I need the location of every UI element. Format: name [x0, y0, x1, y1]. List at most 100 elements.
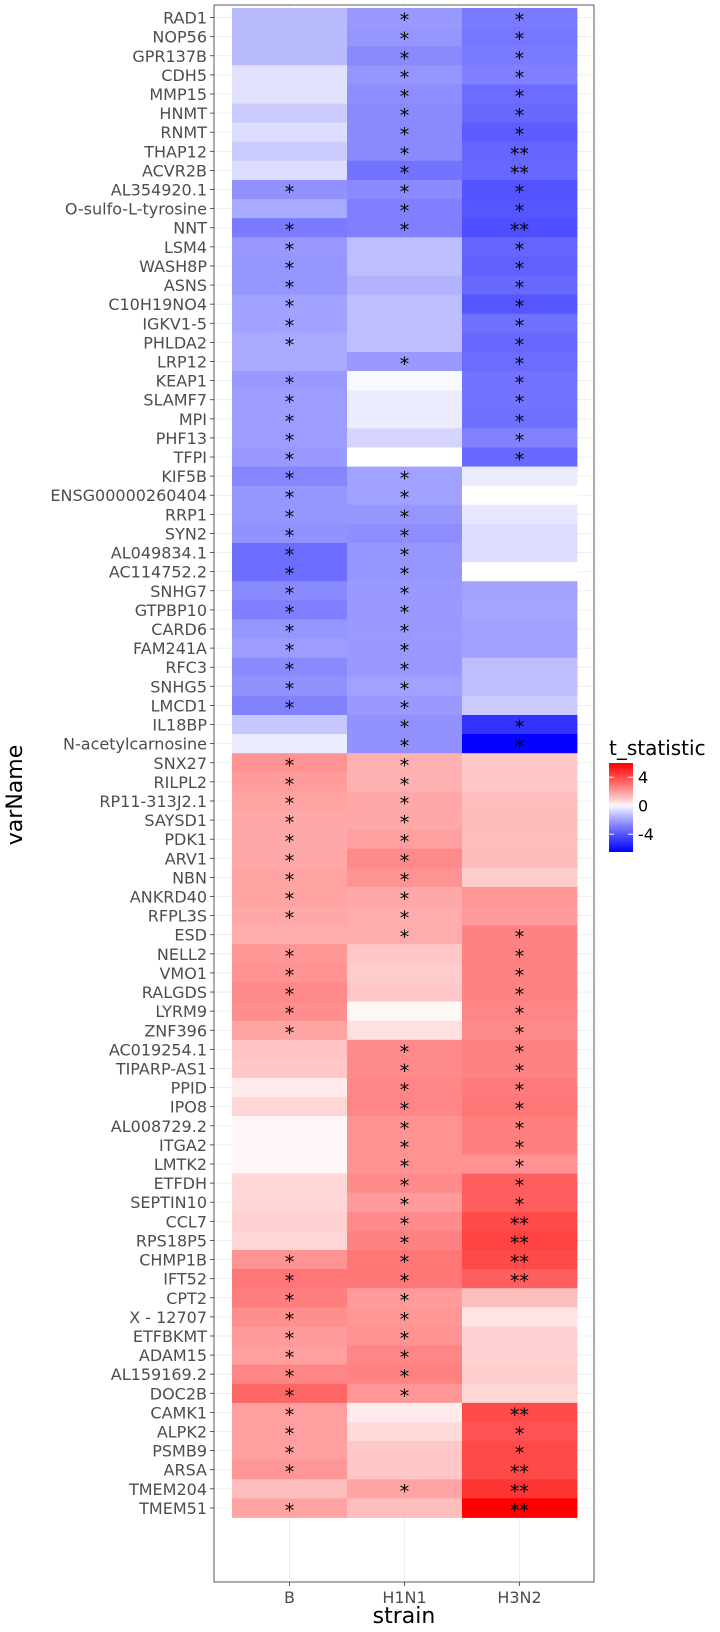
significance-mark: * — [515, 1118, 525, 1140]
heatmap-cell — [232, 409, 348, 429]
heatmap-cell — [232, 122, 348, 143]
heatmap-cell — [462, 160, 578, 181]
heatmap-cell — [347, 714, 463, 735]
significance-mark: * — [285, 392, 295, 414]
heatmap-cell — [347, 829, 463, 850]
significance-mark: * — [400, 1080, 410, 1102]
significance-mark: * — [515, 1194, 525, 1216]
heatmap-cell — [347, 332, 463, 353]
significance-mark: ** — [510, 162, 529, 184]
significance-mark: * — [400, 717, 410, 739]
significance-mark: * — [285, 1271, 295, 1293]
heatmap-cell — [462, 829, 578, 850]
heatmap-cell — [347, 160, 463, 181]
heatmap-cell — [232, 46, 348, 66]
y-tick-label: PHF13 — [156, 429, 207, 448]
panel-border — [213, 4, 595, 1583]
significance-mark: * — [400, 29, 410, 51]
heatmap-cell — [232, 695, 348, 716]
heatmap-cell — [462, 199, 578, 219]
heatmap-cell — [347, 1288, 463, 1308]
significance-mark: * — [400, 1194, 410, 1216]
significance-mark: * — [285, 430, 295, 452]
heatmap-cell — [462, 944, 578, 964]
significance-mark: * — [515, 1099, 525, 1121]
significance-mark: ** — [510, 1213, 529, 1235]
heatmap-cell — [347, 982, 463, 1002]
heatmap-cell — [347, 676, 463, 697]
significance-mark: * — [515, 1060, 525, 1082]
heatmap-cell — [232, 428, 348, 448]
y-tick-label: AC114752.2 — [109, 563, 207, 582]
y-tick-label: CAMK1 — [150, 1403, 207, 1422]
y-tick-label: CDH5 — [161, 66, 207, 85]
significance-mark: * — [515, 277, 525, 299]
heatmap-cell — [347, 447, 463, 467]
heatmap-cell — [232, 1307, 348, 1327]
significance-mark: * — [400, 468, 410, 490]
significance-mark: * — [285, 1347, 295, 1369]
y-tick-label: VMO1 — [159, 964, 207, 983]
heatmap-cell — [462, 1135, 578, 1155]
heatmap-cell — [462, 1402, 578, 1423]
significance-mark: * — [400, 640, 410, 662]
heatmap-cell — [347, 294, 463, 315]
y-tick-label: CARD6 — [151, 620, 207, 639]
significance-mark: * — [285, 812, 295, 834]
y-tick-label: ANKRD40 — [130, 888, 207, 907]
heatmap-cell — [462, 1020, 578, 1041]
heatmap-cell — [347, 504, 463, 525]
significance-mark: * — [285, 678, 295, 700]
heatmap-cell — [347, 562, 463, 582]
heatmap-cell — [462, 1001, 578, 1022]
significance-mark: * — [515, 1022, 525, 1044]
significance-mark: * — [285, 640, 295, 662]
heatmap-cell — [347, 657, 463, 678]
y-tick-label: ESD — [174, 926, 207, 945]
significance-mark: * — [285, 984, 295, 1006]
heatmap-cell — [462, 963, 578, 983]
heatmap-cell — [462, 1249, 578, 1270]
heatmap-cell — [347, 944, 463, 964]
significance-mark: * — [515, 258, 525, 280]
significance-mark: * — [400, 1041, 410, 1063]
heatmap-cell — [462, 351, 578, 372]
significance-mark: * — [400, 1137, 410, 1159]
significance-mark: * — [515, 10, 525, 32]
significance-mark: * — [400, 105, 410, 127]
heatmap-cell — [347, 600, 463, 620]
heatmap-cell — [462, 1211, 578, 1232]
y-tick-label: KIF5B — [161, 467, 207, 486]
heatmap-cell — [347, 428, 463, 448]
heatmap-cell — [232, 848, 348, 869]
significance-mark: * — [400, 1232, 410, 1254]
y-tick-label: ETFDH — [154, 1174, 207, 1193]
significance-mark: * — [285, 850, 295, 872]
heatmap-cell — [347, 1078, 463, 1098]
significance-mark: * — [400, 545, 410, 567]
heatmap-cell — [347, 27, 463, 47]
significance-mark: * — [515, 1080, 525, 1102]
significance-mark: * — [285, 659, 295, 681]
y-tick-label: ENSG00000260404 — [50, 486, 207, 505]
y-tick-label: ADAM15 — [139, 1346, 207, 1365]
heatmap-cell — [347, 103, 463, 124]
heatmap-cell — [462, 237, 578, 257]
significance-mark: * — [400, 162, 410, 184]
heatmap-cell — [232, 313, 348, 334]
significance-mark: * — [285, 1500, 295, 1522]
heatmap-cell — [232, 351, 348, 372]
y-tick-label: WASH8P — [139, 257, 207, 276]
significance-mark: * — [400, 831, 410, 853]
legend-title: t_statistic — [609, 736, 706, 760]
y-tick-label: ITGA2 — [159, 1136, 207, 1155]
y-tick-label: SEPTIN10 — [130, 1193, 207, 1212]
significance-mark: * — [400, 621, 410, 643]
heatmap-cell — [347, 371, 463, 391]
significance-mark: * — [400, 678, 410, 700]
heatmap-cell — [232, 371, 348, 391]
significance-mark: ** — [510, 220, 529, 242]
significance-mark: * — [400, 143, 410, 165]
significance-mark: * — [515, 1156, 525, 1178]
y-tick-label: IPO8 — [170, 1098, 207, 1117]
